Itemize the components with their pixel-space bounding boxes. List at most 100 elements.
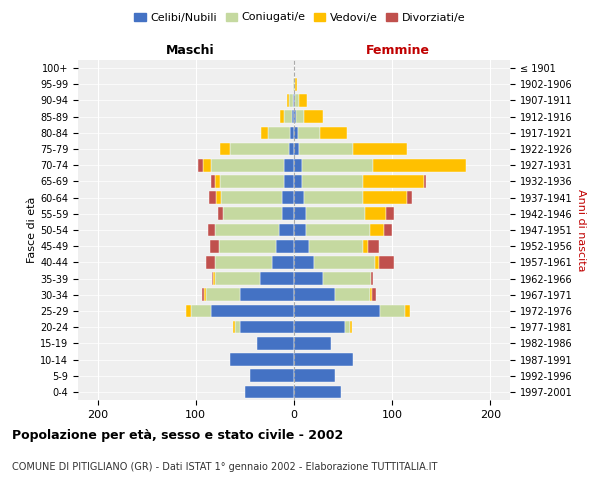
Bar (260, 126, 268, 139)
Bar (284, 159, 294, 172)
Bar (306, 224, 370, 236)
Bar (304, 110, 323, 123)
Bar (335, 288, 370, 301)
Bar (284, 175, 294, 188)
Bar (294, 192, 304, 204)
Bar (363, 240, 368, 252)
Bar (380, 304, 405, 318)
Bar (293, 94, 294, 107)
Bar (206, 256, 215, 268)
Bar (294, 321, 345, 334)
Bar (314, 256, 374, 268)
Bar (272, 256, 294, 268)
Bar (295, 78, 297, 90)
Text: COMUNE DI PITIGLIANO (GR) - Dati ISTAT 1° gennaio 2002 - Elaborazione TUTTITALIA: COMUNE DI PITIGLIANO (GR) - Dati ISTAT 1… (12, 462, 437, 472)
Bar (218, 208, 223, 220)
Bar (250, 370, 294, 382)
Bar (294, 110, 296, 123)
Bar (211, 175, 215, 188)
Bar (371, 272, 373, 285)
Bar (221, 192, 282, 204)
Bar (220, 240, 277, 252)
Bar (235, 321, 240, 334)
Bar (298, 126, 320, 139)
Bar (292, 110, 294, 123)
Bar (345, 321, 350, 334)
Bar (245, 386, 294, 398)
Bar (214, 272, 215, 285)
Bar (407, 192, 412, 204)
Bar (370, 288, 371, 301)
Bar (268, 126, 290, 139)
Bar (296, 110, 304, 123)
Bar (294, 94, 295, 107)
Bar (230, 142, 289, 156)
Bar (302, 175, 363, 188)
Bar (405, 304, 410, 318)
Text: Popolazione per età, sesso e stato civile - 2002: Popolazione per età, sesso e stato civil… (12, 430, 343, 442)
Bar (203, 288, 206, 301)
Bar (294, 272, 323, 285)
Bar (240, 288, 294, 301)
Bar (365, 208, 386, 220)
Bar (294, 142, 299, 156)
Bar (284, 110, 292, 123)
Bar (374, 256, 379, 268)
Text: Maschi: Maschi (166, 44, 215, 57)
Bar (280, 110, 284, 123)
Bar (353, 142, 407, 156)
Bar (424, 175, 425, 188)
Bar (206, 288, 240, 301)
Bar (299, 142, 353, 156)
Bar (294, 240, 309, 252)
Bar (294, 159, 302, 172)
Bar (289, 142, 294, 156)
Bar (294, 256, 314, 268)
Bar (191, 304, 211, 318)
Bar (209, 240, 220, 252)
Bar (385, 224, 392, 236)
Bar (220, 175, 284, 188)
Bar (220, 142, 230, 156)
Bar (282, 208, 294, 220)
Bar (294, 304, 380, 318)
Bar (294, 175, 302, 188)
Bar (309, 240, 363, 252)
Bar (295, 94, 299, 107)
Bar (211, 304, 294, 318)
Bar (293, 78, 294, 90)
Bar (279, 224, 294, 236)
Bar (294, 288, 335, 301)
Bar (230, 353, 294, 366)
Bar (202, 288, 203, 301)
Bar (287, 94, 289, 107)
Bar (208, 224, 215, 236)
Bar (294, 337, 331, 349)
Bar (211, 159, 284, 172)
Bar (277, 240, 294, 252)
Bar (304, 192, 363, 204)
Bar (350, 321, 352, 334)
Y-axis label: Anni di nascita: Anni di nascita (577, 188, 586, 271)
Bar (294, 126, 298, 139)
Bar (260, 272, 294, 285)
Bar (294, 224, 306, 236)
Bar (363, 192, 407, 204)
Bar (294, 208, 306, 220)
Bar (371, 288, 376, 301)
Legend: Celibi/Nubili, Coniugati/e, Vedovi/e, Divorziati/e: Celibi/Nubili, Coniugati/e, Vedovi/e, Di… (130, 8, 470, 27)
Bar (299, 94, 307, 107)
Bar (212, 272, 214, 285)
Bar (294, 370, 335, 382)
Text: Femmine: Femmine (365, 44, 430, 57)
Bar (186, 304, 191, 318)
Bar (323, 272, 371, 285)
Bar (386, 208, 394, 220)
Y-axis label: Fasce di età: Fasce di età (27, 197, 37, 263)
Bar (215, 224, 279, 236)
Bar (294, 78, 295, 90)
Bar (223, 208, 282, 220)
Bar (233, 321, 235, 334)
Bar (363, 175, 424, 188)
Bar (368, 240, 379, 252)
